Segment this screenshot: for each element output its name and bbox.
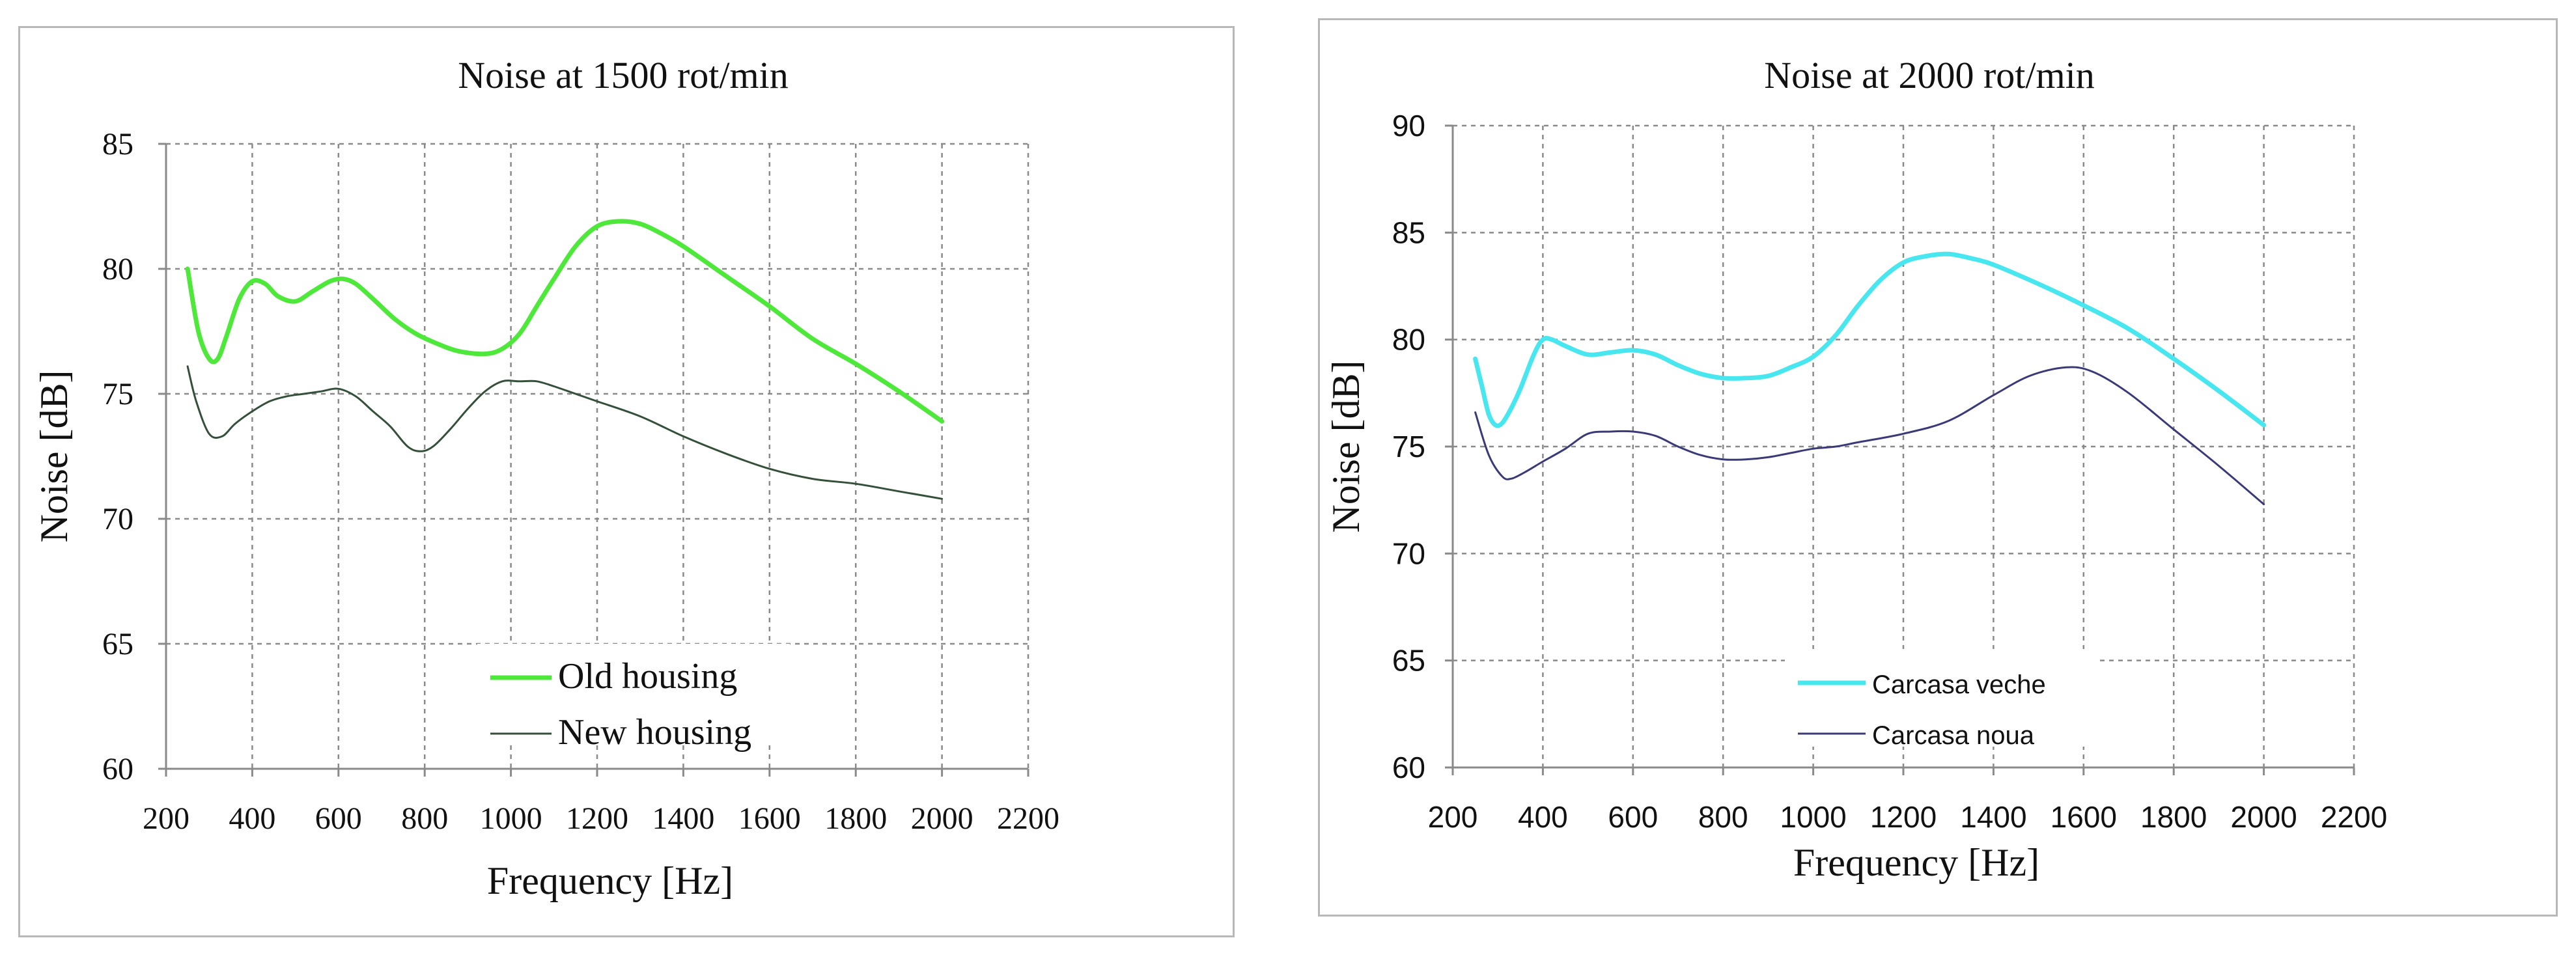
chart-1500-series-line-1	[185, 219, 945, 424]
chart-2000-ylabel: Noise [dB]	[1324, 361, 1367, 533]
chart-1500-xtick-label: 800	[401, 801, 448, 836]
chart-1500-xtick-label: 1800	[824, 801, 887, 836]
chart-2000-title: Noise at 2000 rot/min	[1764, 54, 2094, 96]
chart-1500-xtick-label: 200	[143, 801, 189, 836]
chart-2000-ytick-label: 80	[1392, 323, 1425, 357]
chart-1500-title: Noise at 1500 rot/min	[458, 54, 788, 96]
chart-2000-xtick-label: 1400	[1960, 800, 2026, 834]
chart-1500-legend-box	[477, 644, 790, 741]
chart-1500-xtick-label: 1000	[480, 801, 542, 836]
chart-1500-ytick-label: 75	[102, 377, 133, 411]
chart-1500-xlabel: Frequency [Hz]	[487, 859, 733, 902]
chart-1500-ytick-label: 80	[102, 252, 133, 286]
chart-1500-xtick-label: 2000	[911, 801, 973, 836]
chart-1500-xtick-label: 2200	[997, 801, 1059, 836]
chart-1500-xtick-label: 400	[229, 801, 275, 836]
chart-2000-xtick-label: 1200	[1870, 800, 1937, 834]
chart-2000-xtick-label: 400	[1518, 800, 1568, 834]
chart-1500-xtick-label: 600	[315, 801, 362, 836]
chart-1500-ytick-label: 65	[102, 627, 133, 661]
chart-2000-xtick-label: 1800	[2140, 800, 2207, 834]
chart-1500-legend-label-1: Old housing	[558, 656, 737, 697]
chart-1500-xtick-label: 1600	[738, 801, 801, 836]
chart-1500-xtick-label: 1400	[652, 801, 714, 836]
chart-1500-ylabel: Noise [dB]	[33, 370, 76, 543]
chart-2000-legend-box	[1785, 649, 2097, 747]
chart-1500-ytick-label: 85	[102, 127, 133, 161]
chart-2000-ytick-label: 60	[1392, 751, 1425, 784]
chart-1500-ytick-label: 70	[102, 502, 133, 536]
chart-2000-xtick-label: 2200	[2321, 800, 2387, 834]
chart-2000-ytick-label: 90	[1392, 109, 1425, 143]
chart-2000-xtick-label: 600	[1608, 800, 1658, 834]
chart-panel-2000: 200 400 600 800 1000 1200 1400 1600 1800 2000 2200…	[1318, 18, 2558, 917]
chart-2000-svg: 200 400 600 800 1000 1200 1400 1600 1800 2000 2200…	[1324, 54, 2387, 884]
chart-2000-xtick-label: 1000	[1780, 800, 1846, 834]
chart-2000-ytick-label: 75	[1392, 430, 1425, 463]
chart-1500-xtick-label: 1200	[566, 801, 628, 836]
chart-1500-ytick-label: 60	[102, 752, 133, 786]
chart-1500-legend-label-2: New housing	[558, 712, 751, 753]
chart-2000-ytick-label: 70	[1392, 536, 1425, 570]
chart-2000-legend-label-2: Carcasa noua	[1872, 721, 2035, 750]
chart-2000-xtick-label: 1600	[2051, 800, 2117, 834]
chart-1500-svg: 200 400 600 800 1000 1200 1400 1600 1800 2000 2200…	[33, 54, 1059, 902]
chart-2000-series-line-1	[1473, 251, 2267, 428]
chart-2000-xtick-label: 200	[1428, 800, 1478, 834]
chart-2000-ytick-label: 65	[1392, 644, 1425, 678]
chart-1500-series-line-2	[186, 365, 944, 500]
chart-2000-xtick-label: 2000	[2230, 800, 2297, 834]
chart-panel-1500: 200 400 600 800 1000 1200 1400 1600 1800 2000 2200…	[18, 26, 1235, 937]
chart-2000-ytick-label: 85	[1392, 215, 1425, 249]
chart-2000-xtick-label: 800	[1698, 800, 1748, 834]
chart-2000-xlabel: Frequency [Hz]	[1793, 841, 2039, 884]
chart-2000-legend-label-1: Carcasa veche	[1872, 670, 2046, 699]
chart-2000-series-line-2	[1474, 366, 2265, 506]
